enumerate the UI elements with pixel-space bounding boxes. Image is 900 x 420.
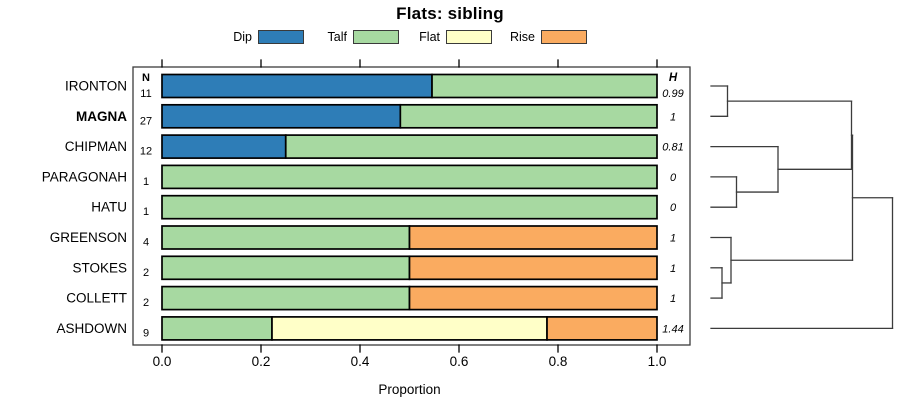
- n-value: 4: [143, 237, 149, 249]
- x-tick-label: 0.8: [549, 354, 568, 369]
- bar-segment-dip: [161, 134, 287, 159]
- h-value: 1: [670, 233, 676, 245]
- row-label-magna: MAGNA: [76, 109, 127, 124]
- h-value: 0.99: [662, 88, 683, 100]
- bar-segment-talf: [284, 134, 658, 159]
- row-label-ashdown: ASHDOWN: [57, 321, 128, 336]
- n-value: 9: [143, 327, 149, 339]
- plot-box: [132, 66, 691, 346]
- x-tick-label: 0.4: [351, 354, 370, 369]
- legend-label-dip: Dip: [233, 30, 252, 44]
- h-value: 1.44: [662, 323, 683, 335]
- bar-segment-dip: [161, 73, 433, 99]
- n-value: 27: [140, 115, 152, 127]
- n-value: 1: [143, 176, 149, 188]
- row-label-collett: COLLETT: [66, 291, 127, 306]
- bar-segment-talf: [399, 103, 658, 129]
- x-tick-label: 1.0: [648, 354, 667, 369]
- row-label-paragonah: PARAGONAH: [42, 169, 127, 184]
- legend-item-dip: Dip: [224, 28, 304, 46]
- n-column-header: N: [142, 72, 150, 84]
- bar-segment-rise: [546, 316, 658, 341]
- dendrogram: [710, 85, 894, 330]
- h-value: 0: [670, 202, 677, 214]
- bar-segment-talf: [161, 164, 658, 190]
- legend-swatch-dip: [258, 30, 304, 44]
- row-label-hatu: HATU: [91, 200, 127, 215]
- bar-segment-flat: [271, 316, 548, 341]
- h-column: H 0.99 1 0.81 0 0 1 1 1 1.44: [662, 72, 683, 335]
- bar-segment-talf: [161, 285, 411, 311]
- legend-swatch-rise: [541, 30, 587, 44]
- bar-segment-rise: [408, 285, 658, 311]
- n-value: 2: [143, 267, 149, 279]
- bar-segment-talf: [431, 73, 658, 99]
- legend-item-talf: Talf: [319, 28, 399, 46]
- row-label-ironton: IRONTON: [65, 79, 127, 94]
- h-value: 0: [670, 172, 677, 184]
- n-value: 2: [143, 297, 149, 309]
- row-label-chipman: CHIPMAN: [65, 139, 127, 154]
- h-value: 1: [670, 111, 676, 123]
- x-tick-label: 0.2: [252, 354, 271, 369]
- legend-item-flat: Flat: [412, 28, 492, 46]
- bar-segment-rise: [408, 225, 658, 250]
- plot-border: [132, 66, 691, 346]
- chart-title: Flats: sibling: [396, 4, 504, 23]
- n-value: 1: [143, 206, 149, 218]
- h-column-header: H: [669, 72, 678, 84]
- x-axis-title: Proportion: [378, 382, 440, 397]
- bar-segment-talf: [161, 255, 411, 281]
- legend-item-rise: Rise: [507, 28, 587, 46]
- legend: Dip Talf Flat Rise: [0, 28, 900, 48]
- n-value: 12: [140, 146, 152, 158]
- bar-segment-talf: [161, 194, 658, 220]
- legend-label-talf: Talf: [327, 30, 347, 44]
- row-labels: IRONTON MAGNA CHIPMAN PARAGONAH HATU GREENSON…: [42, 79, 128, 336]
- x-tick-label: 0.6: [450, 354, 469, 369]
- legend-label-rise: Rise: [509, 30, 535, 44]
- bar-segment-rise: [408, 255, 658, 281]
- legend-swatch-talf: [353, 30, 399, 44]
- bars: [161, 73, 658, 341]
- h-value: 0.81: [662, 142, 683, 154]
- h-value: 1: [670, 263, 676, 275]
- legend-label-flat: Flat: [419, 30, 440, 44]
- h-value: 1: [670, 293, 676, 305]
- x-axis: 0.0 0.2 0.4 0.6 0.8 1.0 Proportion: [153, 59, 667, 397]
- row-label-stokes: STOKES: [72, 260, 127, 275]
- n-value: 11: [140, 88, 151, 100]
- legend-swatch-flat: [446, 30, 492, 44]
- bar-segment-dip: [161, 103, 402, 129]
- row-label-greenson: GREENSON: [50, 230, 127, 245]
- x-tick-label: 0.0: [153, 354, 172, 369]
- bar-segment-talf: [161, 316, 273, 341]
- bar-segment-talf: [161, 225, 411, 250]
